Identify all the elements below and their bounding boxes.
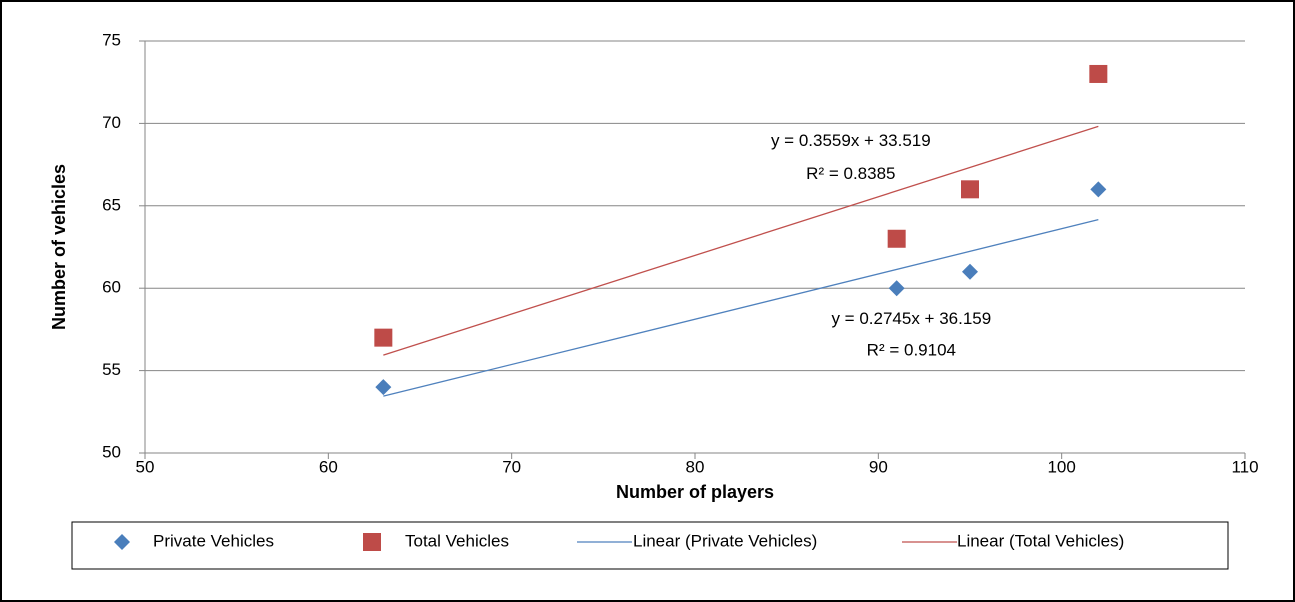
point (1090, 181, 1107, 198)
annotation: y = 0.2745x + 36.159 (831, 309, 991, 328)
x-axis-label: Number of players (616, 482, 774, 502)
annotation: R² = 0.8385 (806, 164, 895, 183)
y-axis-label: Number of vehicles (49, 164, 69, 330)
point (962, 263, 978, 280)
y-tick-label: 55 (102, 360, 121, 379)
legend-label: Private Vehicles (153, 531, 274, 550)
y-tick-label: 60 (102, 278, 121, 297)
legend-label: Linear (Private Vehicles) (633, 531, 817, 550)
point (1089, 64, 1108, 83)
x-tick-label: 60 (319, 457, 338, 476)
y-tick-label: 70 (102, 113, 121, 132)
x-tick-label: 100 (1047, 457, 1075, 476)
y-tick-label: 75 (102, 30, 121, 49)
legend-marker (363, 533, 381, 551)
y-tick-label: 65 (102, 195, 121, 214)
point (888, 280, 905, 297)
point (375, 379, 392, 396)
trendline (383, 125, 1099, 356)
point (887, 229, 906, 248)
x-tick-label: 80 (686, 457, 705, 476)
annotation: R² = 0.9104 (867, 340, 956, 359)
x-tick-label: 50 (136, 457, 155, 476)
point (374, 328, 393, 347)
legend-label: Linear (Total Vehicles) (957, 531, 1124, 550)
point (961, 180, 979, 199)
x-tick-label: 110 (1231, 457, 1258, 476)
y-tick-label: 50 (102, 442, 121, 461)
legend-box (71, 521, 1229, 570)
x-tick-label: 70 (502, 457, 521, 476)
x-tick-label: 90 (869, 457, 888, 476)
trendline (383, 219, 1099, 397)
legend-marker (114, 534, 130, 550)
annotation: y = 0.3559x + 33.519 (771, 131, 931, 150)
legend-label: Total Vehicles (405, 531, 509, 550)
